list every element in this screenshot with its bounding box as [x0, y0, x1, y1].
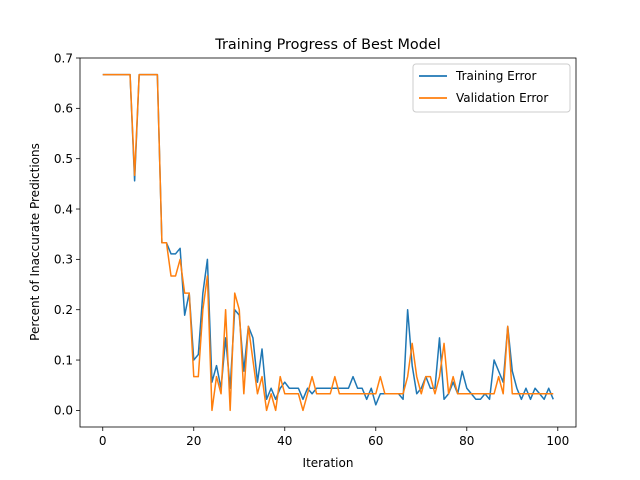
legend-label-validation-error: Validation Error [456, 91, 548, 105]
legend-frame [412, 63, 571, 113]
y-tick-label: 0.3 [54, 253, 73, 267]
plot-background [80, 58, 576, 427]
y-tick-label: 0.2 [54, 303, 73, 317]
x-tick-label: 60 [368, 434, 383, 448]
x-tick-label: 100 [546, 434, 569, 448]
y-axis-label: Percent of Inaccurate Predictions [28, 143, 42, 341]
x-tick-label: 80 [459, 434, 474, 448]
axes-layer: 0 20 40 60 80 100 0.0 0.1 0.2 0.3 0.4 0.5 0.6 0.7 [54, 51, 577, 448]
y-tick-label: 0.5 [54, 152, 73, 166]
x-tick-label: 40 [277, 434, 292, 448]
plot-frame [79, 57, 577, 428]
series-line-validation-error [102, 73, 554, 412]
x-axis-label: Iteration [303, 456, 354, 470]
series-layer [102, 73, 554, 412]
legend-label-training-error: Training Error [455, 69, 536, 83]
x-tick-label: 0 [99, 434, 107, 448]
y-tick-label: 0.1 [54, 353, 73, 367]
chart-title: Training Progress of Best Model [214, 37, 440, 53]
plot-area [80, 58, 576, 427]
y-tick-label: 0.0 [54, 404, 73, 418]
legend: Training Error Validation Error [412, 63, 571, 113]
y-tick-label: 0.6 [54, 102, 73, 116]
y-tick-label: 0.7 [54, 51, 73, 65]
series-line-training-error [102, 73, 554, 406]
y-tick-label: 0.4 [54, 202, 73, 216]
x-tick-label: 20 [186, 434, 201, 448]
